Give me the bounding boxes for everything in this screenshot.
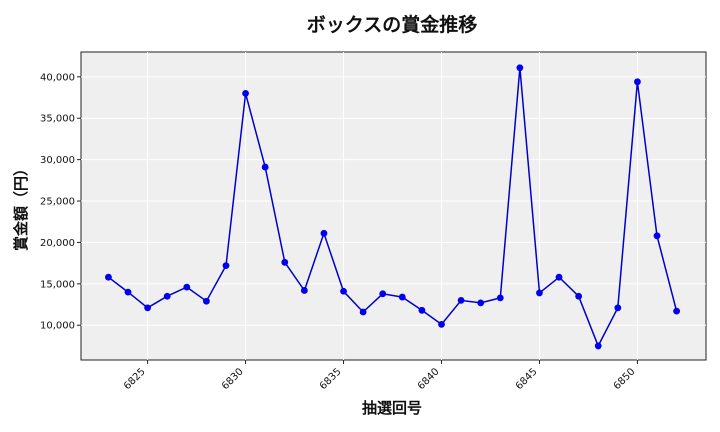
data-point: [438, 320, 445, 328]
y-axis: 10,000 15,000 20,000 25,000 30,000 35,000 40,0…: [40, 72, 81, 332]
data-point: [594, 342, 602, 350]
data-point: [398, 293, 406, 301]
series-prize: [105, 64, 681, 350]
data-point: [183, 283, 191, 291]
data-point: [281, 258, 289, 266]
chart-title: ボックスの賞金推移: [307, 13, 477, 36]
data-point: [634, 78, 641, 86]
data-point: [144, 304, 152, 312]
data-point: [536, 289, 543, 297]
x-tick-label: 6845: [514, 366, 540, 392]
data-point: [202, 297, 210, 305]
data-point: [105, 273, 112, 281]
y-tick-label: 20,000: [40, 238, 75, 249]
y-tick-label: 30,000: [40, 155, 75, 166]
data-point: [320, 229, 328, 237]
data-point: [477, 299, 485, 307]
data-point: [516, 64, 524, 72]
y-tick-label: 10,000: [40, 321, 75, 332]
data-point: [261, 163, 269, 171]
y-axis-label: 賞金額（円）: [12, 161, 30, 251]
x-tick-label: 6835: [318, 366, 344, 392]
data-point: [340, 287, 347, 295]
x-tick-label: 6850: [612, 366, 638, 392]
data-point: [614, 304, 622, 312]
data-point: [457, 296, 465, 304]
data-point: [124, 288, 132, 296]
x-tick-label: 6825: [122, 366, 148, 392]
x-tick-label: 6840: [416, 366, 442, 392]
data-point: [496, 294, 504, 302]
x-axis: 6825 6830 6835 6840 6845 6850: [122, 360, 638, 392]
data-point: [300, 287, 308, 294]
data-point: [418, 306, 426, 314]
data-point: [359, 308, 367, 316]
y-tick-label: 15,000: [40, 279, 75, 290]
series-line: [107, 67, 678, 348]
data-point: [555, 273, 563, 281]
y-tick-label: 25,000: [40, 197, 75, 208]
x-tick-label: 6830: [220, 366, 246, 392]
data-point: [673, 307, 681, 315]
data-point: [575, 292, 583, 300]
y-tick-label: 40,000: [40, 72, 75, 83]
data-point: [222, 262, 230, 270]
grid-lines: [81, 52, 706, 360]
plot-area: [80, 51, 707, 361]
data-point: [379, 290, 387, 298]
data-point: [653, 232, 661, 240]
y-tick-label: 35,000: [40, 114, 75, 125]
x-axis-label: 抽選回号: [362, 399, 422, 417]
data-point: [163, 292, 171, 300]
data-point: [242, 89, 249, 97]
